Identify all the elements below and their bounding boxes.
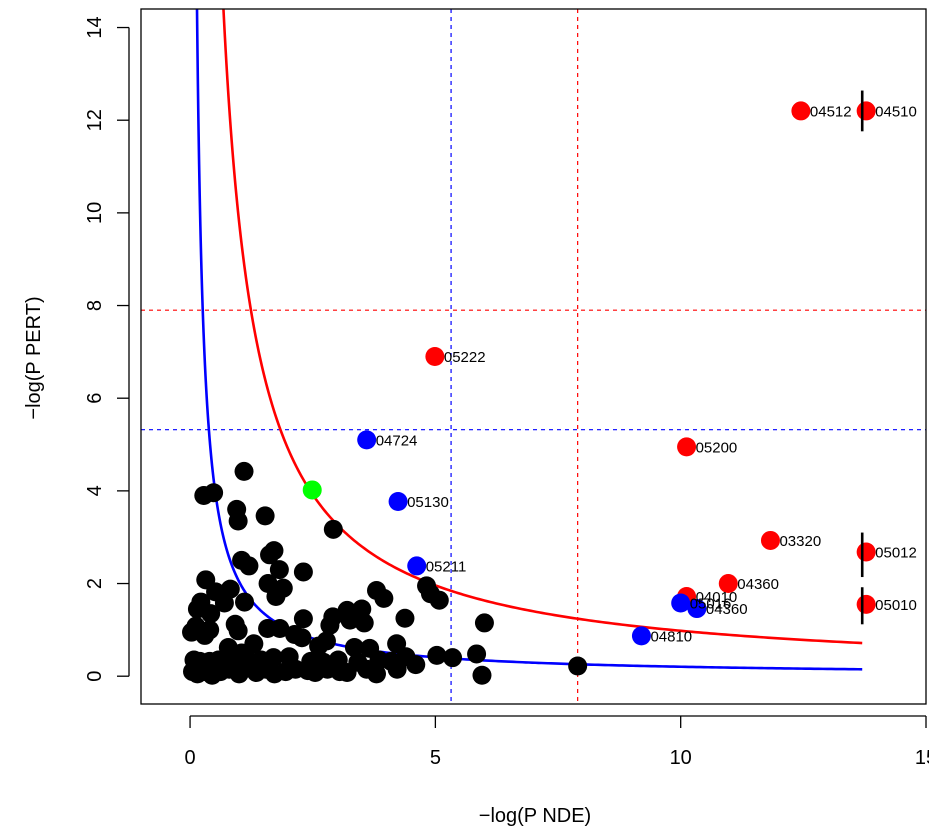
point-label: 04360	[706, 601, 748, 618]
data-point	[266, 587, 286, 607]
data-point	[568, 656, 588, 676]
y-tick-label: 6	[84, 393, 106, 404]
y-tick-label: 14	[84, 16, 106, 38]
point-label: 05130	[407, 494, 449, 511]
data-point	[228, 511, 248, 531]
point-label: 04360	[737, 576, 779, 593]
data-point	[856, 101, 876, 121]
data-point	[687, 599, 707, 619]
data-point	[235, 592, 255, 612]
y-axis-title: −log(P PERT)	[23, 296, 45, 419]
data-point	[467, 644, 487, 664]
data-point	[791, 101, 811, 121]
data-point	[320, 615, 340, 635]
data-point	[472, 665, 492, 685]
data-point	[214, 593, 234, 613]
threshold-lines	[141, 9, 926, 704]
data-point	[427, 645, 447, 665]
data-point	[292, 628, 312, 648]
data-point	[269, 560, 289, 580]
data-point	[337, 662, 357, 682]
data-point	[239, 556, 259, 576]
data-point	[340, 610, 360, 630]
data-point	[631, 626, 651, 646]
data-point	[323, 519, 343, 539]
x-axis-title: −log(P NDE)	[479, 805, 591, 827]
x-tick-label: 5	[430, 747, 441, 769]
data-point	[344, 637, 364, 657]
curve-1	[222, 9, 863, 645]
data-point	[255, 506, 275, 526]
data-point	[718, 574, 738, 594]
data-point	[293, 562, 313, 582]
point-label: 05211	[426, 558, 467, 575]
data-point	[474, 613, 494, 633]
data-point	[302, 480, 322, 500]
data-point	[260, 545, 280, 565]
data-point	[406, 655, 426, 675]
point-label: 05200	[696, 439, 738, 456]
data-point	[677, 437, 697, 457]
data-point	[760, 530, 780, 550]
data-point	[425, 347, 445, 366]
y-tick-label: 10	[84, 202, 106, 224]
point-label: 04510	[875, 103, 917, 120]
data-point	[195, 625, 215, 645]
point-label: 05016	[690, 595, 732, 612]
data-point	[228, 621, 248, 641]
data-point	[270, 618, 290, 638]
point-label: 04724	[376, 432, 418, 449]
data-points	[182, 101, 876, 685]
point-label: 05010	[875, 597, 917, 614]
x-tick-label: 10	[670, 747, 692, 769]
data-point	[309, 636, 329, 656]
data-point	[293, 609, 313, 629]
y-tick-label: 0	[84, 671, 106, 682]
data-point	[443, 648, 463, 668]
data-point	[429, 590, 449, 610]
point-label: 05012	[875, 545, 917, 562]
x-tick-label: 0	[185, 747, 196, 769]
point-label: 03320	[779, 533, 821, 550]
data-point	[367, 664, 386, 684]
y-axis: 0 2 4 6 8 10 12 14	[84, 16, 130, 682]
data-point	[856, 594, 876, 614]
data-point	[204, 483, 224, 503]
y-tick-label: 8	[84, 300, 106, 311]
data-point	[354, 613, 374, 633]
data-point	[671, 593, 691, 613]
data-point	[387, 659, 407, 679]
data-point	[407, 556, 427, 576]
y-tick-label: 4	[84, 485, 106, 496]
plot-frame	[140, 8, 927, 705]
data-point	[395, 608, 415, 628]
data-point	[357, 430, 377, 450]
data-point	[201, 604, 221, 624]
point-label: 04512	[810, 103, 852, 120]
x-tick-label: 15	[915, 747, 929, 769]
data-point	[374, 588, 394, 608]
data-point	[234, 461, 254, 481]
point-labels: 04512 04510 05222 05200 03320 05012 0436004010…	[376, 103, 917, 645]
data-point	[856, 542, 876, 562]
y-tick-label: 12	[84, 109, 106, 131]
data-point	[388, 492, 408, 512]
point-label: 04010	[696, 589, 738, 606]
point-label: 04810	[650, 628, 692, 645]
point-label: 05222	[444, 349, 486, 366]
y-tick-label: 2	[84, 578, 106, 589]
x-axis: 0 5 10 15	[185, 715, 929, 769]
